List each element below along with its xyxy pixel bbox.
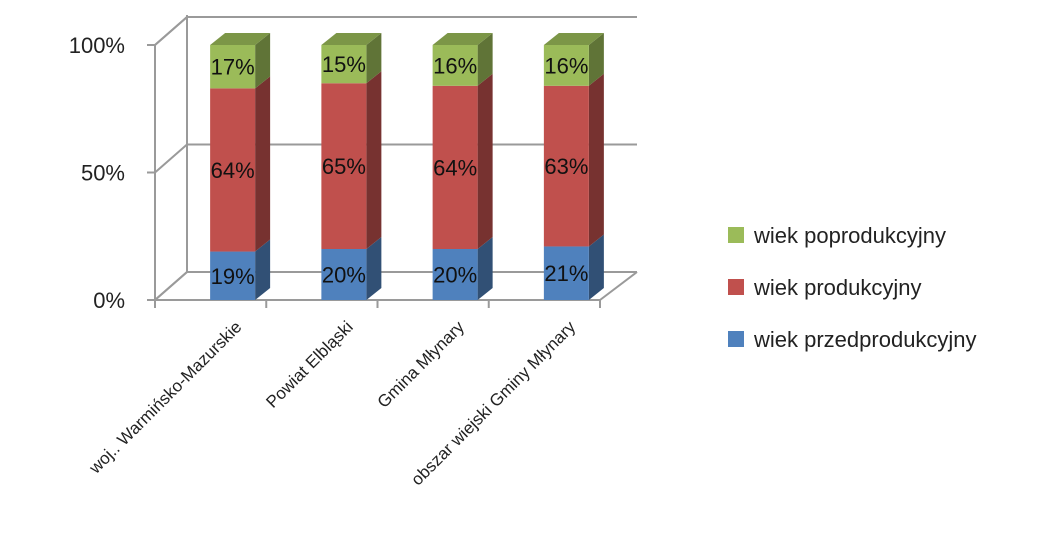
bar-side xyxy=(366,237,382,300)
bar-segment xyxy=(432,85,478,249)
x-axis: woj.. Warmińsko-Mazurskie Powiat Elbląski… xyxy=(85,300,601,489)
data-label: 20% xyxy=(433,263,477,288)
x-tick-label: Gmina Młynary xyxy=(374,317,469,412)
bar-side xyxy=(366,71,382,249)
bar-segment xyxy=(321,249,367,300)
data-label: 63% xyxy=(544,154,588,179)
gridline-diagonal xyxy=(154,16,188,46)
legend: wiek poprodukcyjny wiek produkcyjny wiek p… xyxy=(728,223,977,352)
bar-segment xyxy=(432,249,478,300)
data-label: 16% xyxy=(433,53,477,78)
data-label: 20% xyxy=(322,263,366,288)
bar-top xyxy=(432,33,493,45)
x-tick-label: Powiat Elbląski xyxy=(262,317,356,411)
bar-top xyxy=(543,33,604,45)
gridline-diagonal xyxy=(154,143,188,174)
legend-label: wiek produkcyjny xyxy=(753,275,922,300)
y-tick-label: 0% xyxy=(93,288,125,313)
legend-swatch xyxy=(728,331,744,347)
bars: 19% 64% 17% 20% 65% 15% 20% 64% 16% 21% 63% 16% xyxy=(210,33,604,300)
x-tick-label: woj.. Warmińsko-Mazurskie xyxy=(85,317,246,478)
bar-side xyxy=(588,234,604,300)
data-label: 16% xyxy=(544,53,588,78)
bar-segment xyxy=(543,246,589,300)
legend-label: wiek poprodukcyjny xyxy=(753,223,946,248)
gridline-diagonal xyxy=(154,271,188,301)
bar-top xyxy=(321,33,382,45)
bar-side xyxy=(477,237,493,300)
bar-segment xyxy=(321,83,367,249)
bar-segment xyxy=(543,45,589,86)
bar-segment xyxy=(432,45,478,86)
data-label: 65% xyxy=(322,154,366,179)
bar-side xyxy=(366,33,382,84)
bar-side xyxy=(255,76,271,252)
bar-segment xyxy=(543,85,589,247)
bar-side xyxy=(255,33,271,89)
bar-segment xyxy=(321,45,367,84)
bar-segment xyxy=(210,251,256,300)
data-label: 21% xyxy=(544,261,588,286)
data-label: 15% xyxy=(322,52,366,77)
bar-top xyxy=(210,33,271,45)
data-label: 64% xyxy=(433,155,477,180)
bar-segment xyxy=(210,88,256,252)
y-tick-label: 100% xyxy=(69,33,125,58)
bar-side xyxy=(588,73,604,247)
data-label: 17% xyxy=(211,55,255,80)
bar-segment xyxy=(210,45,256,89)
data-label: 19% xyxy=(211,264,255,289)
legend-swatch xyxy=(728,279,744,295)
floor-right-edge xyxy=(599,271,638,301)
bar-side xyxy=(477,33,493,86)
legend-label: wiek przedprodukcyjny xyxy=(753,327,977,352)
bar-side xyxy=(588,33,604,86)
bar-side xyxy=(255,239,271,300)
legend-swatch xyxy=(728,227,744,243)
y-tick-label: 50% xyxy=(81,161,125,186)
y-axis: 0% 50% 100% xyxy=(69,33,155,313)
data-label: 64% xyxy=(211,158,255,183)
bar-side xyxy=(477,73,493,249)
